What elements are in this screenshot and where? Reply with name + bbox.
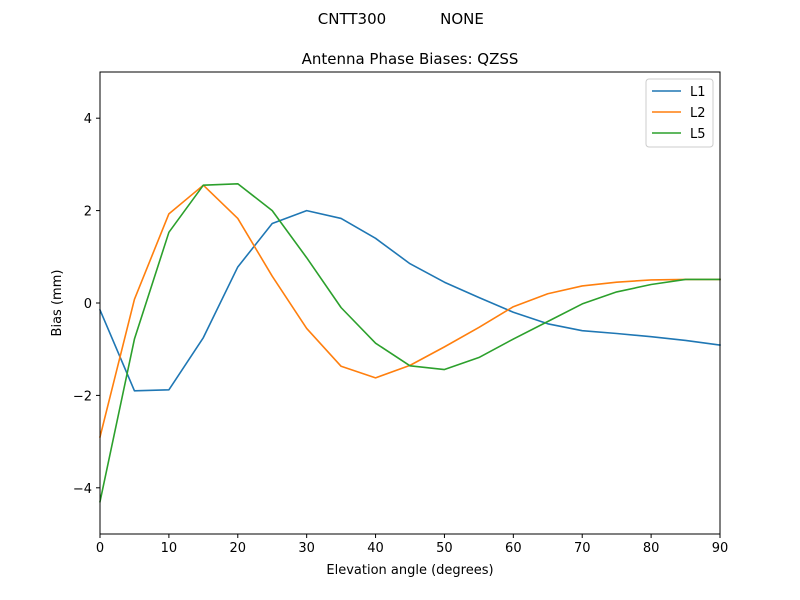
- y-axis-ticks: −4 −2 0 2 4: [73, 112, 100, 497]
- x-tick-label: 80: [643, 541, 660, 556]
- x-tick-label: 60: [505, 541, 522, 556]
- x-tick-label: 50: [436, 541, 453, 556]
- x-tick-label: 20: [230, 541, 247, 556]
- x-tick-label: 90: [712, 541, 729, 556]
- legend-label-l5: L5: [690, 127, 706, 142]
- x-tick-label: 0: [96, 541, 104, 556]
- legend-label-l1: L1: [690, 85, 706, 100]
- legend-label-l2: L2: [690, 106, 706, 121]
- legend: L1 L2 L5: [645, 78, 714, 148]
- plot-area: [100, 72, 720, 534]
- y-tick-label: −4: [73, 482, 92, 497]
- x-tick-label: 40: [367, 541, 384, 556]
- chart-title: Antenna Phase Biases: QZSS: [302, 50, 519, 68]
- x-tick-label: 10: [161, 541, 178, 556]
- x-axis-ticks: 0 10 20 30 40 50 60 70 80 90: [96, 534, 728, 556]
- series-layer: [98, 183, 721, 503]
- series-line-l5: [99, 183, 721, 503]
- y-axis-label: Bias (mm): [50, 270, 65, 337]
- y-tick-label: 0: [84, 297, 92, 312]
- x-axis-label: Elevation angle (degrees): [326, 563, 493, 578]
- legend-box: [645, 78, 714, 148]
- series-line-l1: [98, 209, 721, 392]
- y-tick-label: −2: [73, 389, 92, 404]
- figure-header-left: CNTT300: [318, 10, 386, 28]
- x-tick-label: 30: [298, 541, 315, 556]
- y-tick-label: 4: [84, 112, 92, 127]
- figure-header-right: NONE: [440, 10, 484, 28]
- y-tick-label: 2: [84, 205, 92, 220]
- x-tick-label: 70: [574, 541, 591, 556]
